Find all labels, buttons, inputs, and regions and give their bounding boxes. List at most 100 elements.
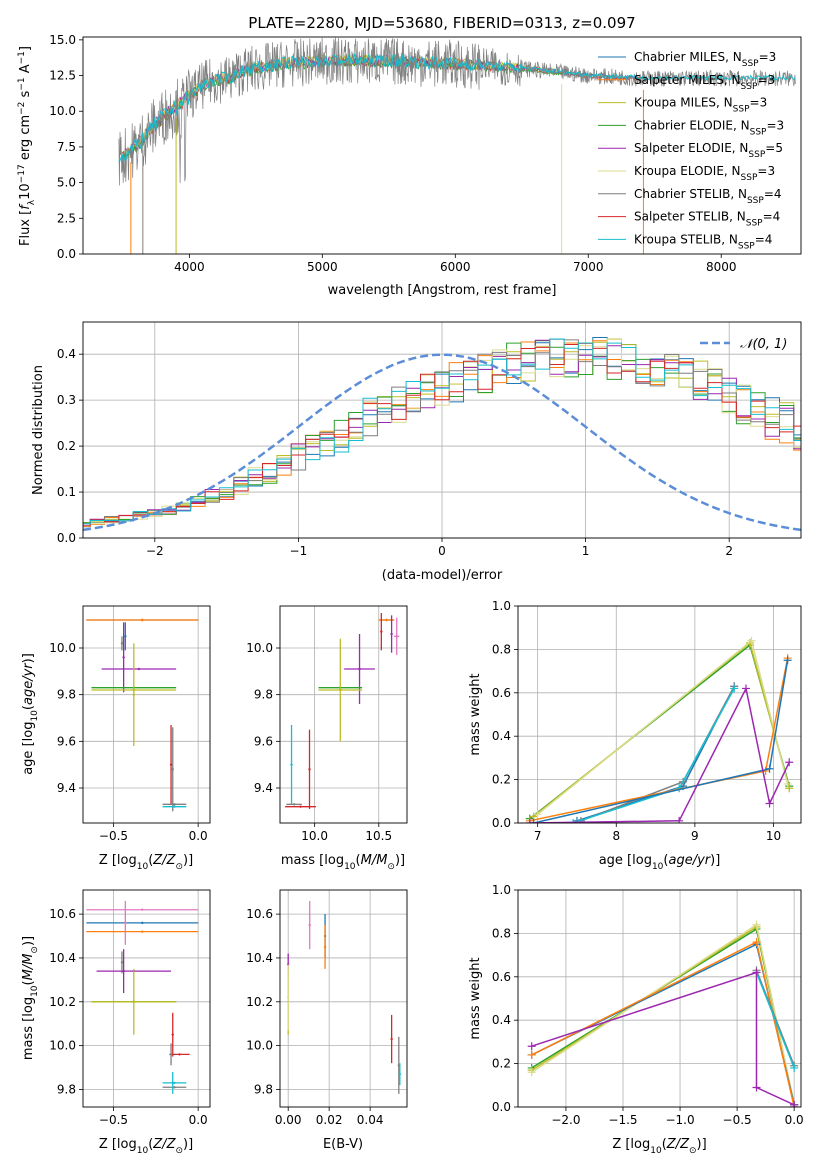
weight-line (755, 972, 795, 1069)
data-point (124, 900, 127, 945)
axes-mass_vs_Z: −0.5 0.0 9.8 10.0 10.2 10.4 10.6 Z [log10(Z/Z⊙)… (21, 889, 211, 1156)
axes-residuals: −2 −1 0 1 2 0.0 0.1 0.2 0.3 0.4 (data-model)/error… (31, 321, 802, 583)
weight-series (527, 940, 799, 1107)
x-tick-label: 0.04 (357, 1113, 384, 1127)
weight-line (537, 639, 789, 815)
axes-frame (82, 321, 802, 539)
data-point (171, 1071, 174, 1094)
x-tick-label: 10.5 (365, 829, 392, 843)
y-axis-label: Normed distribution (31, 365, 46, 495)
x-tick-label: 4000 (174, 260, 205, 274)
weight-series (527, 925, 799, 1107)
x-axis-label: Z [log10(Z/Z⊙)] (99, 1137, 193, 1156)
point-marker (323, 945, 327, 949)
y-axis-label: mass weight (468, 957, 483, 1039)
x-tick-label: 10.0 (301, 829, 328, 843)
y-tick-label: 0.8 (492, 926, 511, 940)
data-point (390, 615, 393, 653)
data-point (169, 725, 173, 805)
legend-label: Salpeter STELIB, NSSP=4 (634, 210, 780, 229)
y-tick-label: 1.0 (492, 599, 511, 613)
point-marker (141, 930, 144, 933)
x-tick-label: 0.0 (189, 829, 208, 843)
legend-label: Chabrier ELODIE, NSSP=3 (634, 118, 784, 137)
x-axis-label: Z [log10(Z/Z⊙)] (612, 1137, 706, 1156)
x-axis-label: (data-model)/error (382, 568, 503, 583)
weight-line (531, 923, 795, 1105)
weight-series (533, 636, 792, 819)
y-tick-label: 10.4 (246, 951, 273, 965)
point-marker (308, 923, 311, 927)
point-marker (124, 921, 127, 925)
legend-label: Salpeter ELODIE, NSSP=5 (634, 141, 783, 160)
weight-line (580, 685, 735, 822)
plus-marker (569, 819, 578, 823)
plot-area-age_vs_Z (86, 618, 199, 812)
y-tick-label: 0.2 (492, 1057, 511, 1071)
plus-marker (741, 684, 750, 693)
point-marker (141, 921, 144, 925)
point-marker (173, 805, 176, 808)
y-tick-label: 10.6 (246, 907, 273, 921)
legend-label: Kroupa STELIB, NSSP=4 (634, 232, 772, 251)
plus-marker (765, 764, 774, 773)
point-marker (380, 630, 383, 633)
y-tick-label: 15.0 (49, 33, 76, 47)
x-tick-label: 0 (438, 544, 446, 558)
plot-area-residuals (83, 337, 801, 532)
y-tick-label: 10.0 (49, 641, 76, 655)
axes-frame (279, 605, 408, 824)
point-marker (290, 763, 293, 766)
point-marker (358, 667, 361, 671)
data-point (308, 729, 311, 809)
plus-marker (785, 784, 794, 793)
x-tick-label: −2.0 (551, 1113, 580, 1127)
data-point (162, 1081, 187, 1085)
x-tick-label: 5000 (307, 260, 338, 274)
y-tick-label: 9.4 (254, 781, 273, 795)
data-point (286, 964, 290, 1031)
plus-marker (752, 968, 761, 977)
data-point (86, 618, 199, 622)
data-spectrum-line (118, 37, 796, 186)
data-point (390, 1014, 393, 1064)
data-point (171, 727, 174, 812)
y-tick-label: 10.4 (49, 951, 76, 965)
weight-series (525, 684, 794, 823)
point-marker (124, 635, 127, 638)
data-point (101, 667, 177, 671)
plus-marker (752, 920, 761, 929)
figure-title: PLATE=2280, MJD=53680, FIBERID=0313, z=0… (248, 14, 635, 32)
data-point (171, 1012, 174, 1057)
weight-line (531, 927, 795, 1105)
y-tick-label: 9.8 (57, 1082, 76, 1096)
point-marker (169, 1053, 173, 1056)
data-point (394, 617, 400, 655)
y-tick-label: 9.8 (254, 1082, 273, 1096)
point-marker (169, 763, 173, 766)
point-marker (141, 908, 144, 911)
legend: Chabrier MILES, NSSP=3 Salpeter MILES, NS… (598, 50, 784, 251)
x-tick-label: 8 (612, 829, 620, 843)
data-point (169, 1043, 173, 1066)
x-tick-label: −1.5 (608, 1113, 637, 1127)
y-tick-label: 10.0 (246, 1039, 273, 1053)
x-tick-label: −2 (146, 544, 164, 558)
weight-line (531, 943, 795, 1105)
weight-series (527, 968, 799, 1107)
y-tick-label: 10.2 (246, 995, 273, 1009)
weight-line (529, 657, 789, 822)
legend-label: Chabrier MILES, NSSP=3 (634, 50, 776, 69)
point-marker (120, 642, 124, 645)
y-tick-label: 12.5 (49, 69, 76, 83)
y-axis-label: mass [log10(M/M⊙)] (21, 936, 40, 1060)
plus-marker (783, 779, 792, 788)
point-marker (286, 996, 290, 999)
x-tick-label: −1 (290, 544, 308, 558)
y-tick-label: 0.2 (57, 439, 76, 453)
point-marker (299, 805, 302, 808)
y-axis-label: mass weight (468, 673, 483, 755)
y-tick-label: 0.0 (57, 247, 76, 261)
data-point (339, 638, 342, 742)
legend-label: Kroupa MILES, NSSP=3 (634, 96, 767, 115)
